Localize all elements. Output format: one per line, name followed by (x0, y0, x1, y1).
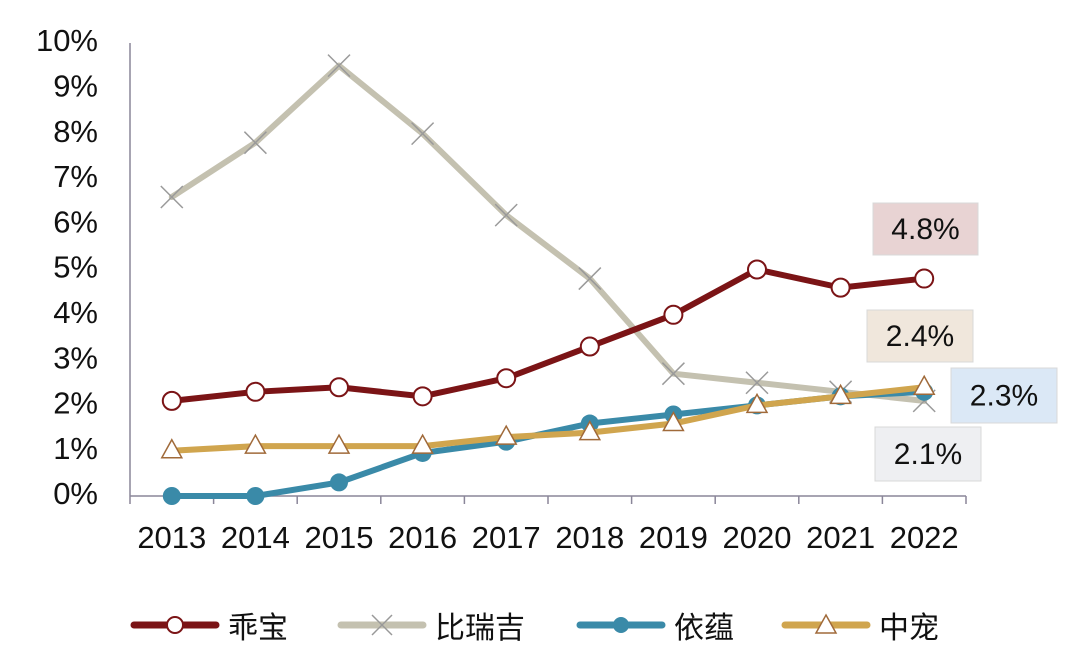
data-point (329, 377, 349, 398)
data-point (246, 487, 265, 505)
data-point (245, 381, 266, 402)
data-point (662, 410, 685, 432)
axes: 0% 1% 2% 3% 4% 5% 6% 7% 8% 9% 10% 2013 2014 2015 2016 2… (36, 23, 967, 555)
data-point (162, 487, 181, 505)
x-tick-label: 2017 (472, 520, 541, 555)
data-point (912, 374, 936, 396)
x-tick-label: 2014 (221, 520, 290, 555)
x-tick-label: 2022 (890, 520, 959, 555)
x-tick-label: 2015 (305, 520, 374, 555)
data-point (161, 390, 182, 411)
line-chart: 0% 1% 2% 3% 4% 5% 6% 7% 8% 9% 10% 2013 2014 2015 2016 2… (36, 23, 1058, 555)
x-tick-label: 2021 (806, 520, 875, 555)
y-tick-label: 10% (36, 23, 98, 58)
data-point (412, 386, 433, 407)
data-point (160, 438, 184, 459)
data-point (579, 336, 600, 357)
y-tick-label: 3% (53, 340, 98, 375)
legend-label: 比瑞吉 (435, 611, 525, 646)
legend-item-biruiji: 比瑞吉 (337, 600, 525, 650)
x-tick-label: 2020 (723, 520, 792, 555)
data-point (496, 368, 517, 389)
y-tick-label: 6% (53, 204, 98, 239)
series-0 (161, 259, 935, 411)
value-label: 2.3% (950, 367, 1058, 424)
data-point (411, 433, 434, 454)
y-tick-label: 9% (53, 68, 98, 103)
legend-item-guaibao: 乖宝 (130, 600, 288, 650)
data-point (747, 259, 767, 280)
y-tick-label: 5% (53, 250, 98, 285)
legend-label: 乖宝 (228, 611, 288, 646)
legend-label: 依蕴 (674, 611, 734, 646)
svg-text:2.4%: 2.4% (886, 320, 954, 353)
y-tick-label: 7% (53, 159, 98, 194)
legend-item-yiyun: 依蕴 (576, 600, 734, 650)
data-point (663, 304, 684, 325)
annotation-layer: 4.8% 2.4% 2.3%2.1% (866, 202, 1058, 482)
y-tick-label: 2% (53, 386, 98, 421)
data-point (914, 268, 935, 289)
value-label: 2.4% (866, 309, 974, 363)
y-tick-label: 8% (53, 114, 98, 149)
legend-item-zhongchong: 中宠 (781, 600, 939, 650)
svg-text:2.3%: 2.3% (970, 379, 1038, 412)
series-3 (160, 374, 936, 459)
filled-circle-marker-icon (576, 617, 666, 633)
y-tick-label: 4% (53, 295, 98, 330)
data-point (830, 277, 851, 298)
data-point (327, 433, 351, 454)
x-tick-label: 2019 (639, 520, 708, 555)
data-point (829, 383, 852, 405)
value-label: 4.8% (872, 202, 979, 256)
x-tick-label: 2013 (137, 520, 206, 555)
open-triangle-marker-icon (781, 613, 871, 634)
data-point (578, 420, 602, 441)
svg-text:4.8%: 4.8% (891, 213, 959, 246)
data-point (745, 392, 769, 414)
y-tick-label: 0% (53, 476, 98, 511)
data-point (244, 433, 267, 454)
open-circle-marker-icon (130, 616, 220, 634)
x-tick-label: 2018 (555, 520, 624, 555)
series-1 (160, 54, 936, 413)
legend-label: 中宠 (879, 611, 939, 646)
svg-text:2.1%: 2.1% (894, 438, 962, 471)
value-label: 2.1% (874, 426, 982, 482)
data-point (494, 424, 518, 445)
x-marker-icon (337, 614, 427, 636)
series-layer (160, 54, 936, 505)
y-tick-label: 1% (53, 431, 98, 466)
data-point (330, 473, 348, 492)
x-tick-label: 2016 (388, 520, 457, 555)
legend: 乖宝 比瑞吉 依蕴 中宠 (0, 600, 1088, 650)
